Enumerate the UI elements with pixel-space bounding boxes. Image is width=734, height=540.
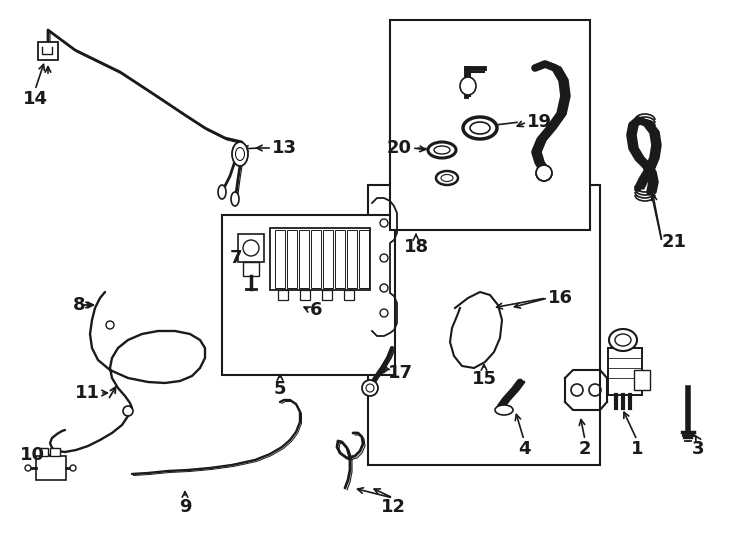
Text: 9: 9 xyxy=(179,498,192,516)
Text: 4: 4 xyxy=(517,440,530,458)
Ellipse shape xyxy=(434,146,450,154)
Bar xyxy=(608,348,642,395)
Ellipse shape xyxy=(231,192,239,206)
Bar xyxy=(368,185,600,465)
Bar xyxy=(287,230,297,288)
Circle shape xyxy=(25,465,31,471)
Text: 13: 13 xyxy=(272,139,297,157)
Bar xyxy=(311,230,321,288)
Text: 20: 20 xyxy=(387,139,412,157)
Bar xyxy=(300,290,310,300)
Text: 8: 8 xyxy=(73,296,85,314)
Ellipse shape xyxy=(436,171,458,185)
Text: 11: 11 xyxy=(75,384,100,402)
Bar xyxy=(634,370,650,390)
Bar xyxy=(347,230,357,288)
Bar xyxy=(270,228,370,290)
Bar xyxy=(390,20,590,230)
Text: 6: 6 xyxy=(310,301,322,319)
Ellipse shape xyxy=(463,117,497,139)
Bar xyxy=(40,448,48,456)
Text: 17: 17 xyxy=(388,364,413,382)
Bar xyxy=(50,448,60,456)
Bar xyxy=(275,230,285,288)
Bar xyxy=(344,290,354,300)
Text: 5: 5 xyxy=(274,380,286,398)
Ellipse shape xyxy=(495,405,513,415)
Ellipse shape xyxy=(441,174,453,181)
Ellipse shape xyxy=(218,185,226,199)
Bar xyxy=(299,230,309,288)
Ellipse shape xyxy=(428,142,456,158)
Bar xyxy=(323,230,333,288)
Bar xyxy=(278,290,288,300)
Bar xyxy=(238,234,264,262)
Text: 7: 7 xyxy=(230,249,242,267)
Bar xyxy=(38,42,58,60)
Ellipse shape xyxy=(460,77,476,95)
Circle shape xyxy=(70,465,76,471)
Bar xyxy=(243,262,259,276)
Text: 19: 19 xyxy=(527,113,552,131)
Circle shape xyxy=(536,165,552,181)
Text: 16: 16 xyxy=(548,289,573,307)
Bar xyxy=(359,230,369,288)
Text: 12: 12 xyxy=(380,498,405,516)
Bar xyxy=(322,290,332,300)
Bar xyxy=(36,456,66,480)
Ellipse shape xyxy=(609,329,637,351)
Text: 18: 18 xyxy=(404,238,429,256)
Text: 21: 21 xyxy=(662,233,687,251)
Text: 2: 2 xyxy=(578,440,592,458)
Text: 10: 10 xyxy=(20,446,45,464)
Ellipse shape xyxy=(232,142,248,166)
Text: 3: 3 xyxy=(691,440,704,458)
Bar xyxy=(335,230,345,288)
Circle shape xyxy=(362,380,378,396)
Bar xyxy=(222,215,395,375)
Text: 1: 1 xyxy=(631,440,643,458)
Ellipse shape xyxy=(470,122,490,134)
Text: 15: 15 xyxy=(471,370,496,388)
Text: 14: 14 xyxy=(23,90,48,108)
